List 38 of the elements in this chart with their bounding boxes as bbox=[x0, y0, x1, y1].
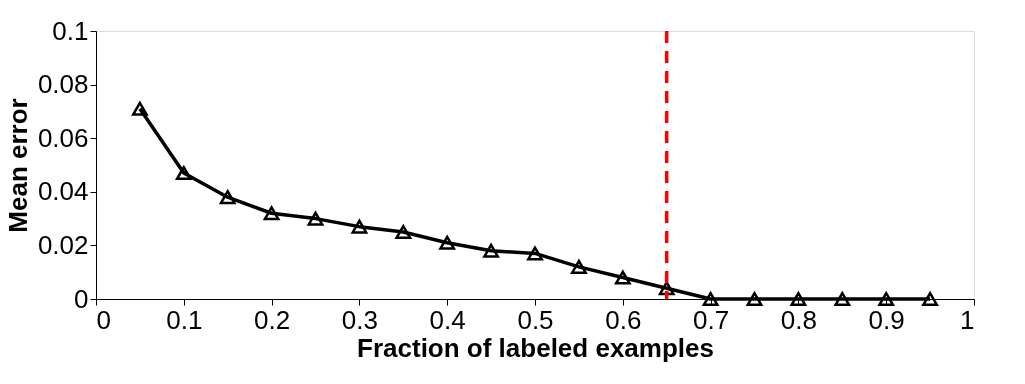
x-tick-label: 1 bbox=[960, 304, 975, 335]
point bbox=[395, 224, 412, 240]
y-tick-label: 0.06 bbox=[37, 122, 89, 153]
x-axis-title: Fraction of labeled examples bbox=[357, 332, 714, 363]
point bbox=[878, 291, 895, 307]
point bbox=[614, 270, 631, 285]
point bbox=[263, 206, 280, 221]
point bbox=[702, 291, 719, 307]
y-tick-label: 0 bbox=[74, 283, 89, 314]
point bbox=[307, 211, 324, 226]
point bbox=[834, 291, 851, 307]
point bbox=[131, 101, 148, 116]
x-tick-label: 0.3 bbox=[341, 304, 378, 335]
point bbox=[527, 246, 543, 261]
point bbox=[351, 219, 368, 234]
y-tick-label: 0.02 bbox=[37, 229, 89, 260]
x-tick-label: 0 bbox=[96, 304, 111, 335]
y-tick-label: 0.08 bbox=[37, 69, 89, 100]
point bbox=[658, 281, 675, 296]
x-tick-label: 0.8 bbox=[780, 304, 817, 335]
x-tick-label: 0.5 bbox=[517, 304, 554, 335]
point bbox=[175, 165, 192, 181]
x-tick-label: 0.9 bbox=[868, 304, 905, 335]
point bbox=[922, 291, 939, 307]
x-tick-label: 0.6 bbox=[605, 304, 642, 335]
point bbox=[483, 243, 500, 258]
point bbox=[439, 235, 456, 250]
x-tick-label: 0.2 bbox=[254, 304, 291, 335]
point bbox=[570, 259, 587, 274]
x-tick-label: 0.7 bbox=[693, 304, 730, 335]
point bbox=[746, 291, 763, 307]
x-tick-label: 0.4 bbox=[429, 304, 466, 335]
y-tick-label: 0.1 bbox=[52, 15, 89, 46]
y-tick-label: 0.04 bbox=[37, 176, 89, 207]
point bbox=[790, 291, 807, 307]
point bbox=[219, 190, 236, 205]
y-axis-title: Mean error bbox=[2, 98, 33, 233]
x-tick-label: 0.1 bbox=[166, 304, 203, 335]
